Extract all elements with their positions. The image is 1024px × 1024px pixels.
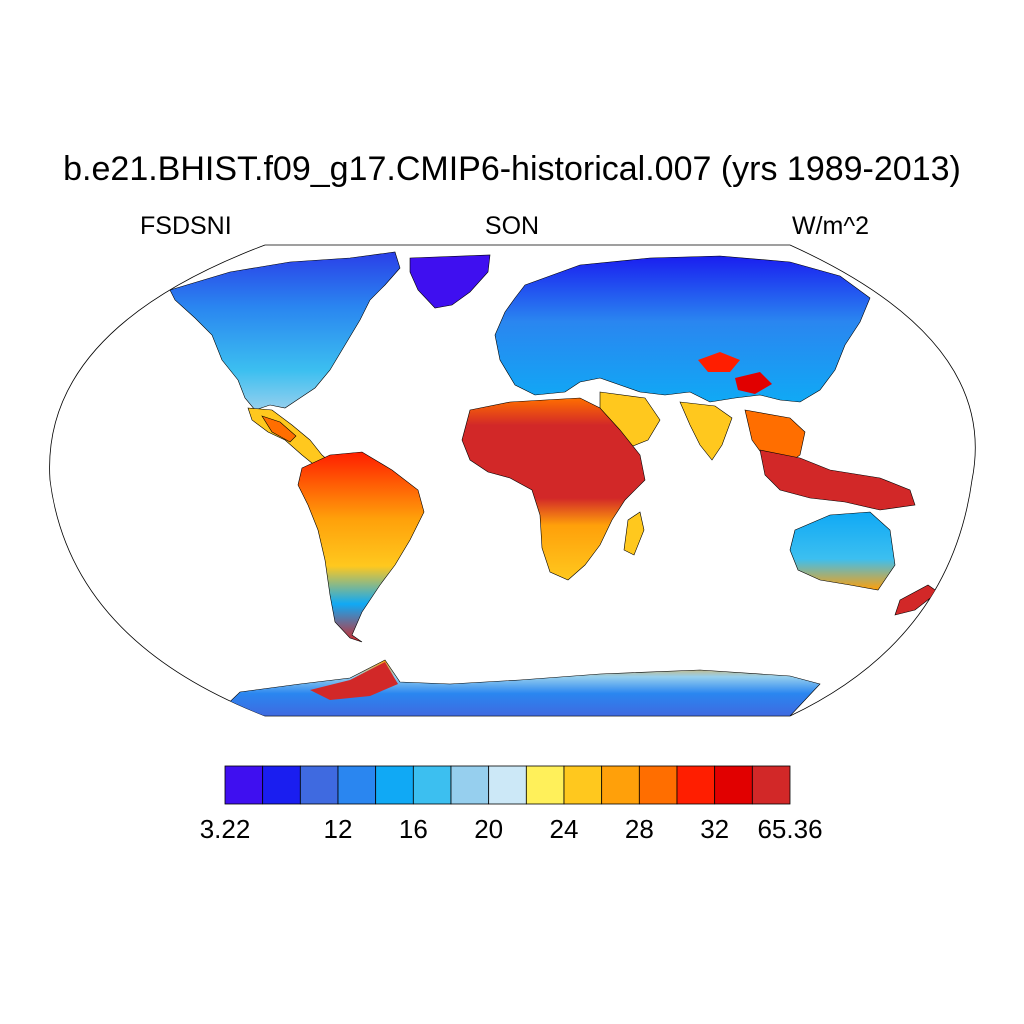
colorbar-box <box>299 765 339 805</box>
season-label: SON <box>484 212 540 240</box>
colorbar-box <box>262 765 301 805</box>
madagascar <box>623 511 645 556</box>
colorbar-box <box>224 765 264 805</box>
mexico-hot <box>261 415 297 443</box>
colorbar-tick-label: 16 <box>398 814 428 844</box>
asia-hot-patch-2 <box>735 372 772 394</box>
north-america <box>169 251 401 411</box>
australia <box>789 511 896 591</box>
colorbar-tick-label: 32 <box>700 814 730 844</box>
colorbar-box <box>375 765 414 805</box>
colorbar-box <box>714 765 753 805</box>
colorbar-box <box>638 765 678 805</box>
colorbar-box <box>525 765 565 805</box>
asia-hot-patch <box>698 352 740 372</box>
colorbar-tick-label: 12 <box>323 814 353 844</box>
colorbar-tick-label: 28 <box>624 814 654 844</box>
units-label: W/m^2 <box>792 212 870 240</box>
south-america <box>297 451 425 643</box>
indonesia <box>759 449 916 511</box>
colorbar-box <box>488 765 527 805</box>
eurasia <box>494 255 871 403</box>
variable-name: FSDSNI <box>140 212 232 240</box>
greenland <box>409 254 491 309</box>
colorbar-box <box>751 765 791 805</box>
colorbar-tick-label: 24 <box>549 814 579 844</box>
new-zealand <box>894 584 939 616</box>
colorbar-box <box>563 765 603 805</box>
colorbar-box <box>412 765 452 805</box>
plot-title: b.e21.BHIST.f09_g17.CMIP6-historical.007… <box>63 150 961 188</box>
colorbar-tick-label: 3.22 <box>199 814 251 844</box>
colorbar-box <box>450 765 490 805</box>
colorbar-tick-label: 20 <box>474 814 504 844</box>
colorbar-box <box>676 765 716 805</box>
colorbar-tick-label: 65.36 <box>757 814 823 844</box>
africa <box>461 397 646 581</box>
india <box>679 401 733 461</box>
colorbar-box <box>601 765 640 805</box>
antarctic-peninsula <box>310 662 398 700</box>
colorbar-box <box>337 765 377 805</box>
